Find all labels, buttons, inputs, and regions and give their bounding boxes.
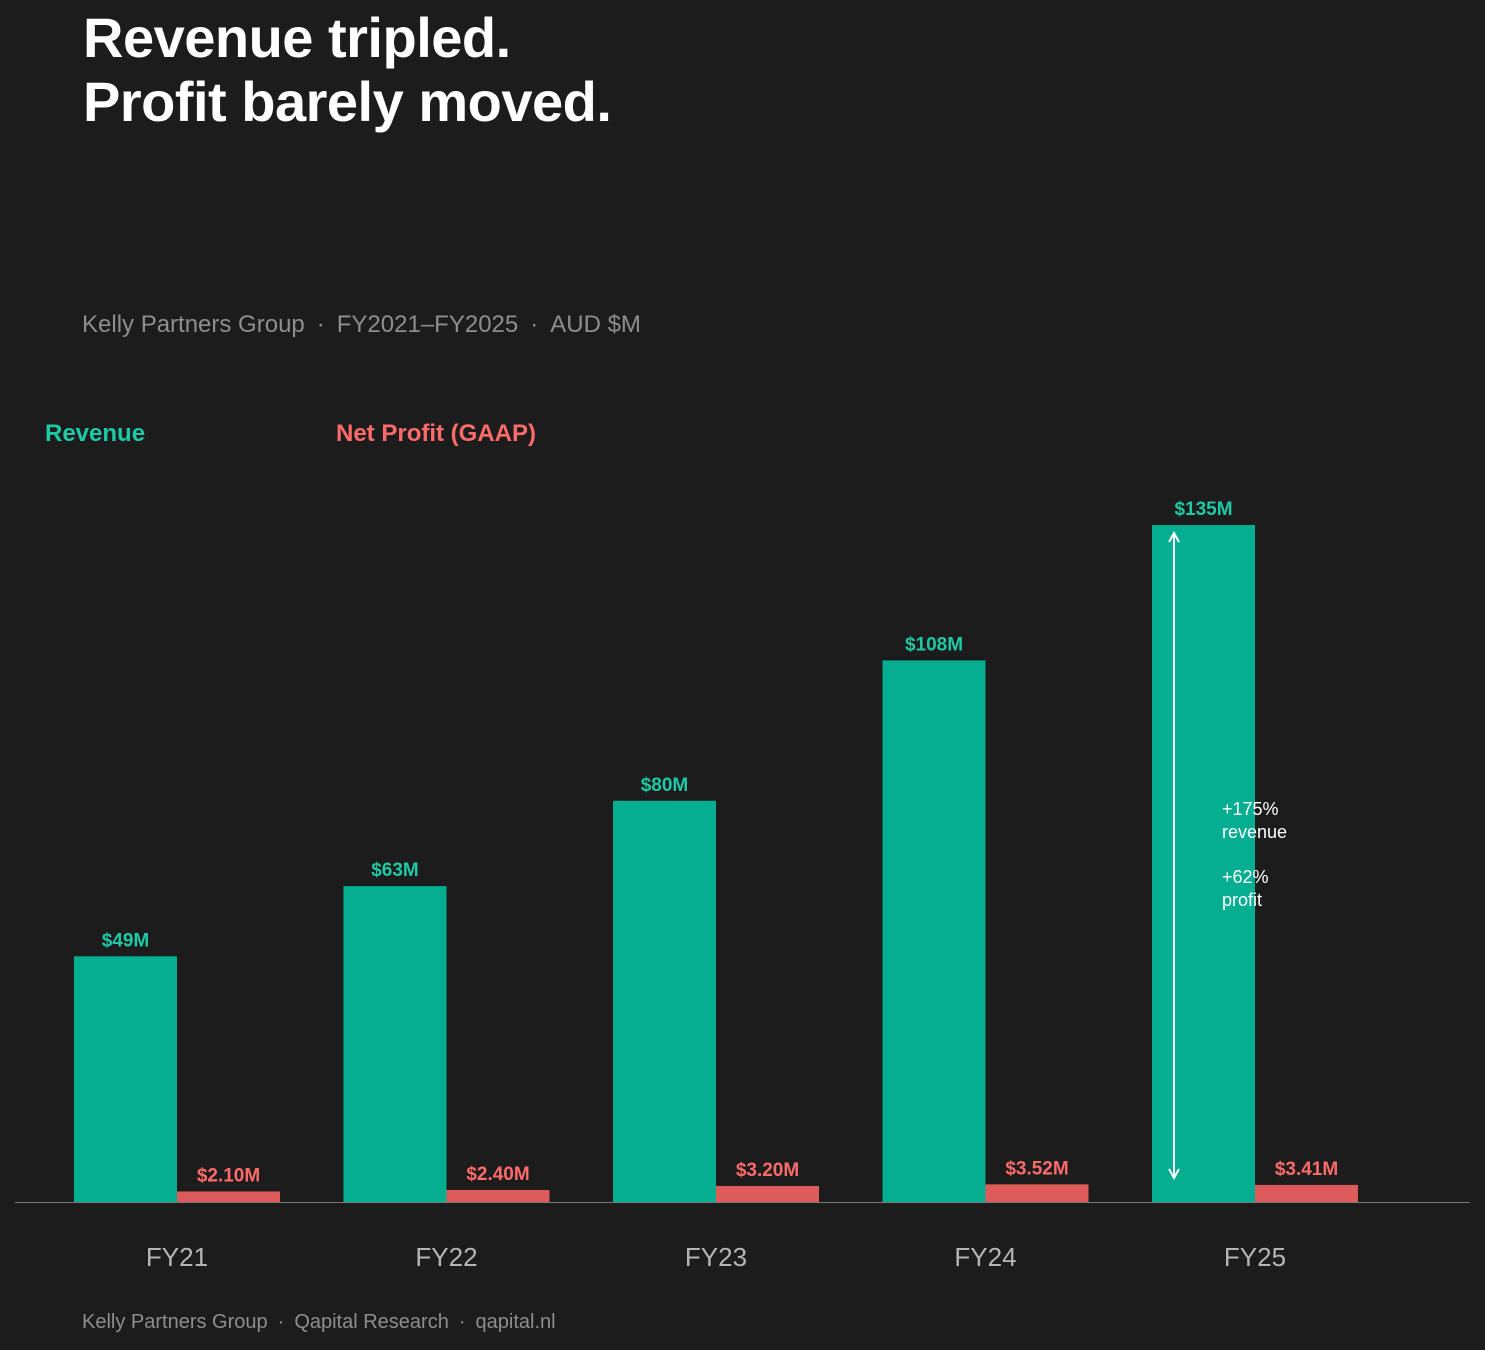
x-tick-label: FY25 [1224, 1242, 1286, 1272]
x-tick-label: FY23 [685, 1242, 747, 1272]
annotation-text: profit [1222, 890, 1262, 910]
revenue-bar [1152, 525, 1255, 1202]
net-profit-bar [1255, 1184, 1358, 1202]
revenue-value-label: $80M [641, 775, 689, 796]
title-line-1: Revenue tripled. [83, 6, 511, 69]
revenue-bar [343, 886, 447, 1202]
subtitle-company: Kelly Partners Group [82, 311, 305, 338]
legend-revenue: Revenue [45, 420, 146, 447]
subtitle-unit: AUD $M [550, 311, 641, 338]
annotation-arrow-head-down [1168, 1168, 1180, 1181]
title-line-2: Profit barely moved. [83, 70, 612, 133]
chart-title: Revenue tripled. Profit barely moved. [83, 6, 612, 134]
footer-source: Qapital Research [294, 1311, 449, 1333]
annotation-text: +175% [1222, 799, 1279, 819]
revenue-value-label: $108M [905, 634, 963, 655]
footer-separator: · [458, 1311, 466, 1333]
annotation-text: +62% [1222, 867, 1269, 887]
chart-subtitle: Kelly Partners Group · FY2021–FY2025 · AUD $… [82, 311, 641, 339]
net-profit-bar [177, 1191, 280, 1202]
chart-footer: Kelly Partners Group · Qapital Research · qa… [82, 1311, 556, 1334]
subtitle-separator: · [316, 311, 325, 338]
net-profit-bar [985, 1184, 1089, 1202]
subtitle-separator: · [530, 311, 539, 338]
revenue-bar [74, 956, 177, 1202]
revenue-bar [613, 800, 716, 1202]
net-profit-value-label: $2.10M [197, 1165, 260, 1186]
net-profit-value-label: $3.41M [1275, 1159, 1338, 1180]
revenue-value-label: $63M [371, 860, 419, 881]
legend-net-profit: Net Profit (GAAP) [336, 420, 536, 447]
x-tick-label: FY22 [415, 1242, 477, 1272]
net-profit-value-label: $2.40M [466, 1164, 529, 1185]
net-profit-bar [716, 1185, 819, 1202]
revenue-bar [882, 660, 986, 1202]
x-tick-label: FY24 [954, 1242, 1016, 1272]
net-profit-value-label: $3.52M [1005, 1158, 1068, 1179]
annotation-arrow-head-up [1168, 530, 1180, 543]
annotation-text: revenue [1222, 822, 1287, 842]
revenue-value-label: $135M [1174, 499, 1232, 520]
footer-site: qapital.nl [475, 1311, 556, 1333]
footer-separator: · [277, 1311, 285, 1333]
net-profit-bar [446, 1189, 550, 1202]
subtitle-period: FY2021–FY2025 [336, 311, 519, 338]
footer-company: Kelly Partners Group [82, 1311, 268, 1333]
x-tick-label: FY21 [146, 1242, 208, 1272]
net-profit-value-label: $3.20M [736, 1160, 799, 1181]
revenue-value-label: $49M [102, 930, 150, 951]
